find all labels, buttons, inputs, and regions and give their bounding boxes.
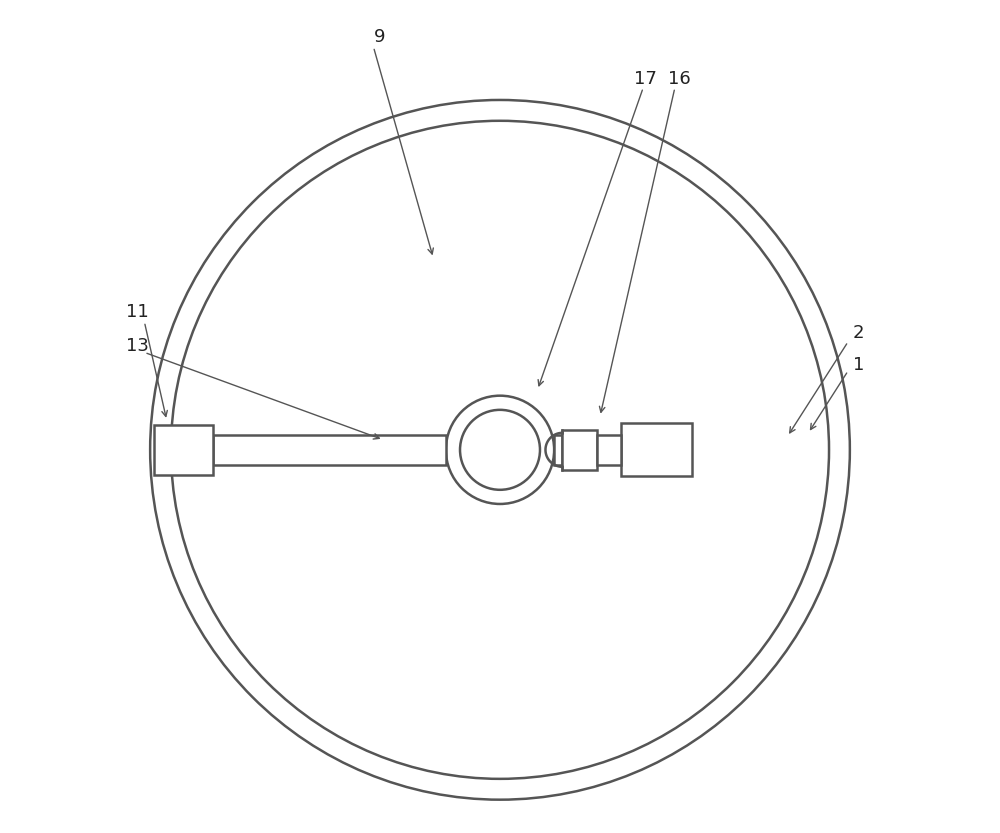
Bar — [621, 423, 692, 476]
Text: 16: 16 — [668, 70, 690, 88]
Bar — [562, 430, 597, 470]
Circle shape — [460, 410, 540, 490]
Text: 2: 2 — [852, 324, 864, 342]
Circle shape — [446, 396, 554, 504]
Text: 1: 1 — [853, 356, 864, 374]
Bar — [213, 435, 446, 465]
Bar — [597, 435, 621, 465]
Bar — [554, 435, 562, 465]
Text: 9: 9 — [373, 28, 385, 47]
Text: 17: 17 — [634, 70, 657, 88]
Text: 13: 13 — [126, 337, 149, 355]
Bar — [154, 425, 213, 475]
Text: 11: 11 — [126, 303, 149, 322]
